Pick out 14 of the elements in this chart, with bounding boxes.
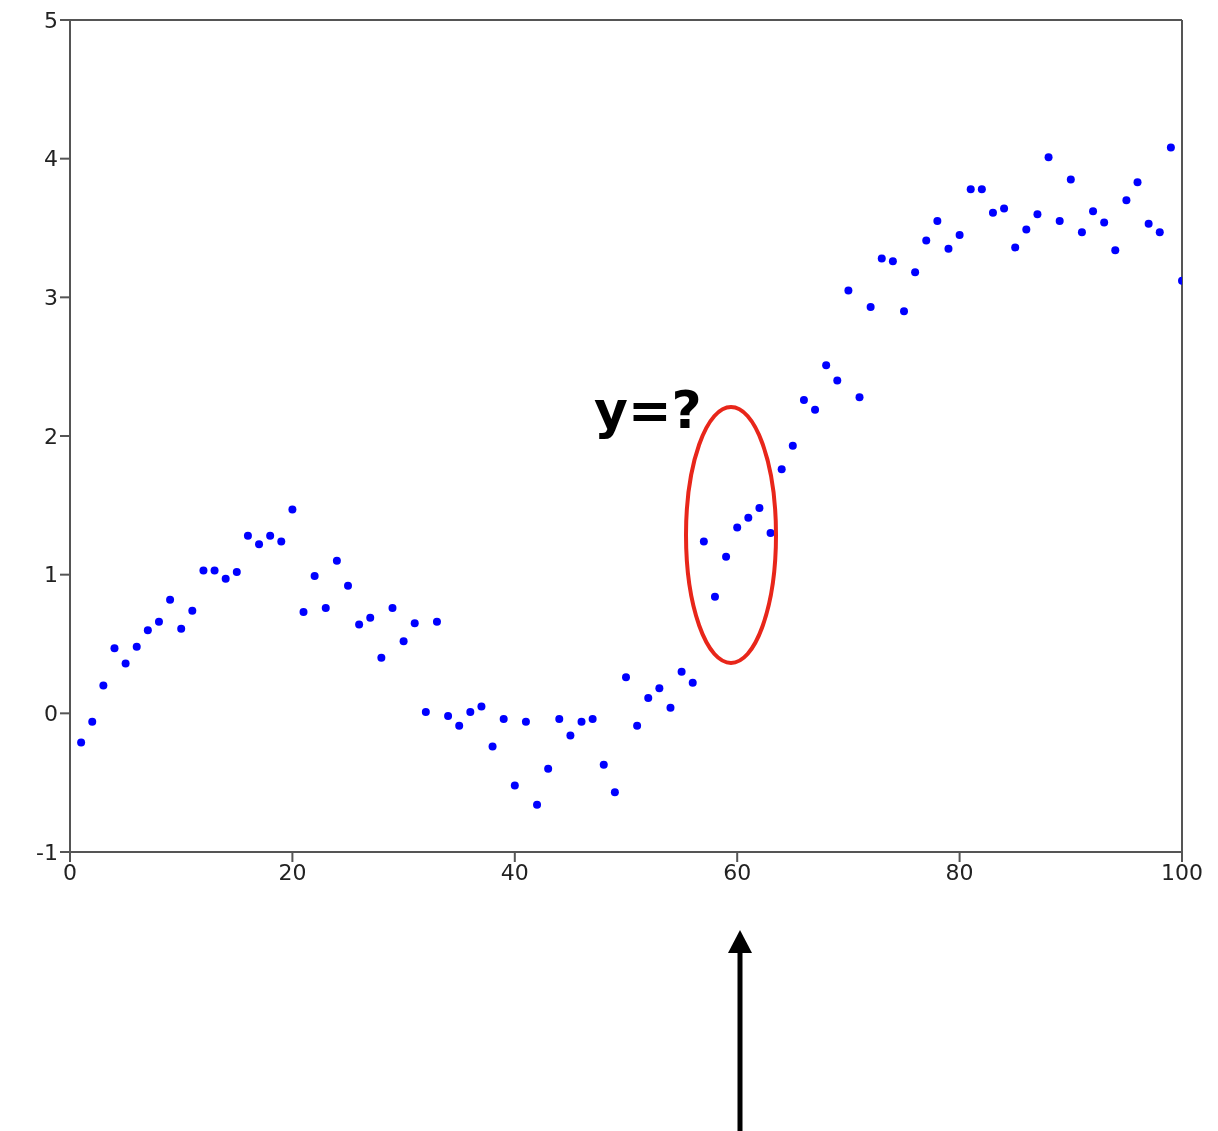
y-tick-label: 0 xyxy=(44,701,58,727)
y-tick-label: 3 xyxy=(44,285,58,311)
x-tick-label: 0 xyxy=(63,859,77,885)
y-tick-label: -1 xyxy=(36,839,58,865)
y-tick-label: 4 xyxy=(44,146,58,172)
x-tick-label: 80 xyxy=(945,859,974,885)
x-tick-label: 100 xyxy=(1161,859,1203,885)
annotation: y=? xyxy=(594,380,702,440)
y-tick-label: 1 xyxy=(44,562,58,588)
x-tick-label: 60 xyxy=(723,859,752,885)
x-tick-label: 40 xyxy=(500,859,529,885)
y-tick-label: 5 xyxy=(44,7,58,33)
x-tick-label: 20 xyxy=(278,859,307,885)
y-tick-label: 2 xyxy=(44,423,58,449)
